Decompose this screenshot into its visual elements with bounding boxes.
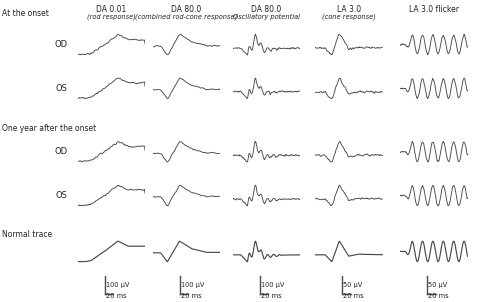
Text: (combined rod-cone response): (combined rod-cone response) bbox=[135, 14, 238, 20]
Text: LA 3.0 flicker: LA 3.0 flicker bbox=[409, 5, 459, 14]
Text: 100 μV: 100 μV bbox=[180, 282, 204, 288]
Text: (cone response): (cone response) bbox=[322, 14, 376, 20]
Text: (rod response): (rod response) bbox=[87, 14, 136, 20]
Text: At the onset: At the onset bbox=[2, 9, 50, 18]
Text: OD: OD bbox=[54, 40, 68, 49]
Text: One year after the onset: One year after the onset bbox=[2, 124, 97, 133]
Text: 100 μV: 100 μV bbox=[106, 282, 129, 288]
Text: DA 80.0: DA 80.0 bbox=[251, 5, 282, 14]
Text: 50 μV: 50 μV bbox=[343, 282, 362, 288]
Text: Oscillatory potential: Oscillatory potential bbox=[233, 14, 300, 20]
Text: OD: OD bbox=[54, 147, 68, 156]
Text: 20 ms: 20 ms bbox=[106, 293, 126, 299]
Text: 20 ms: 20 ms bbox=[260, 293, 281, 299]
Text: DA 80.0: DA 80.0 bbox=[171, 5, 202, 14]
Text: 100 μV: 100 μV bbox=[260, 282, 284, 288]
Text: 20 ms: 20 ms bbox=[343, 293, 363, 299]
Text: 50 μV: 50 μV bbox=[428, 282, 448, 288]
Text: LA 3.0: LA 3.0 bbox=[336, 5, 361, 14]
Text: OS: OS bbox=[56, 84, 68, 93]
Text: 20 ms: 20 ms bbox=[180, 293, 201, 299]
Text: 20 ms: 20 ms bbox=[428, 293, 448, 299]
Text: OS: OS bbox=[56, 191, 68, 200]
Text: Normal trace: Normal trace bbox=[2, 230, 52, 239]
Text: DA 0.01: DA 0.01 bbox=[96, 5, 126, 14]
